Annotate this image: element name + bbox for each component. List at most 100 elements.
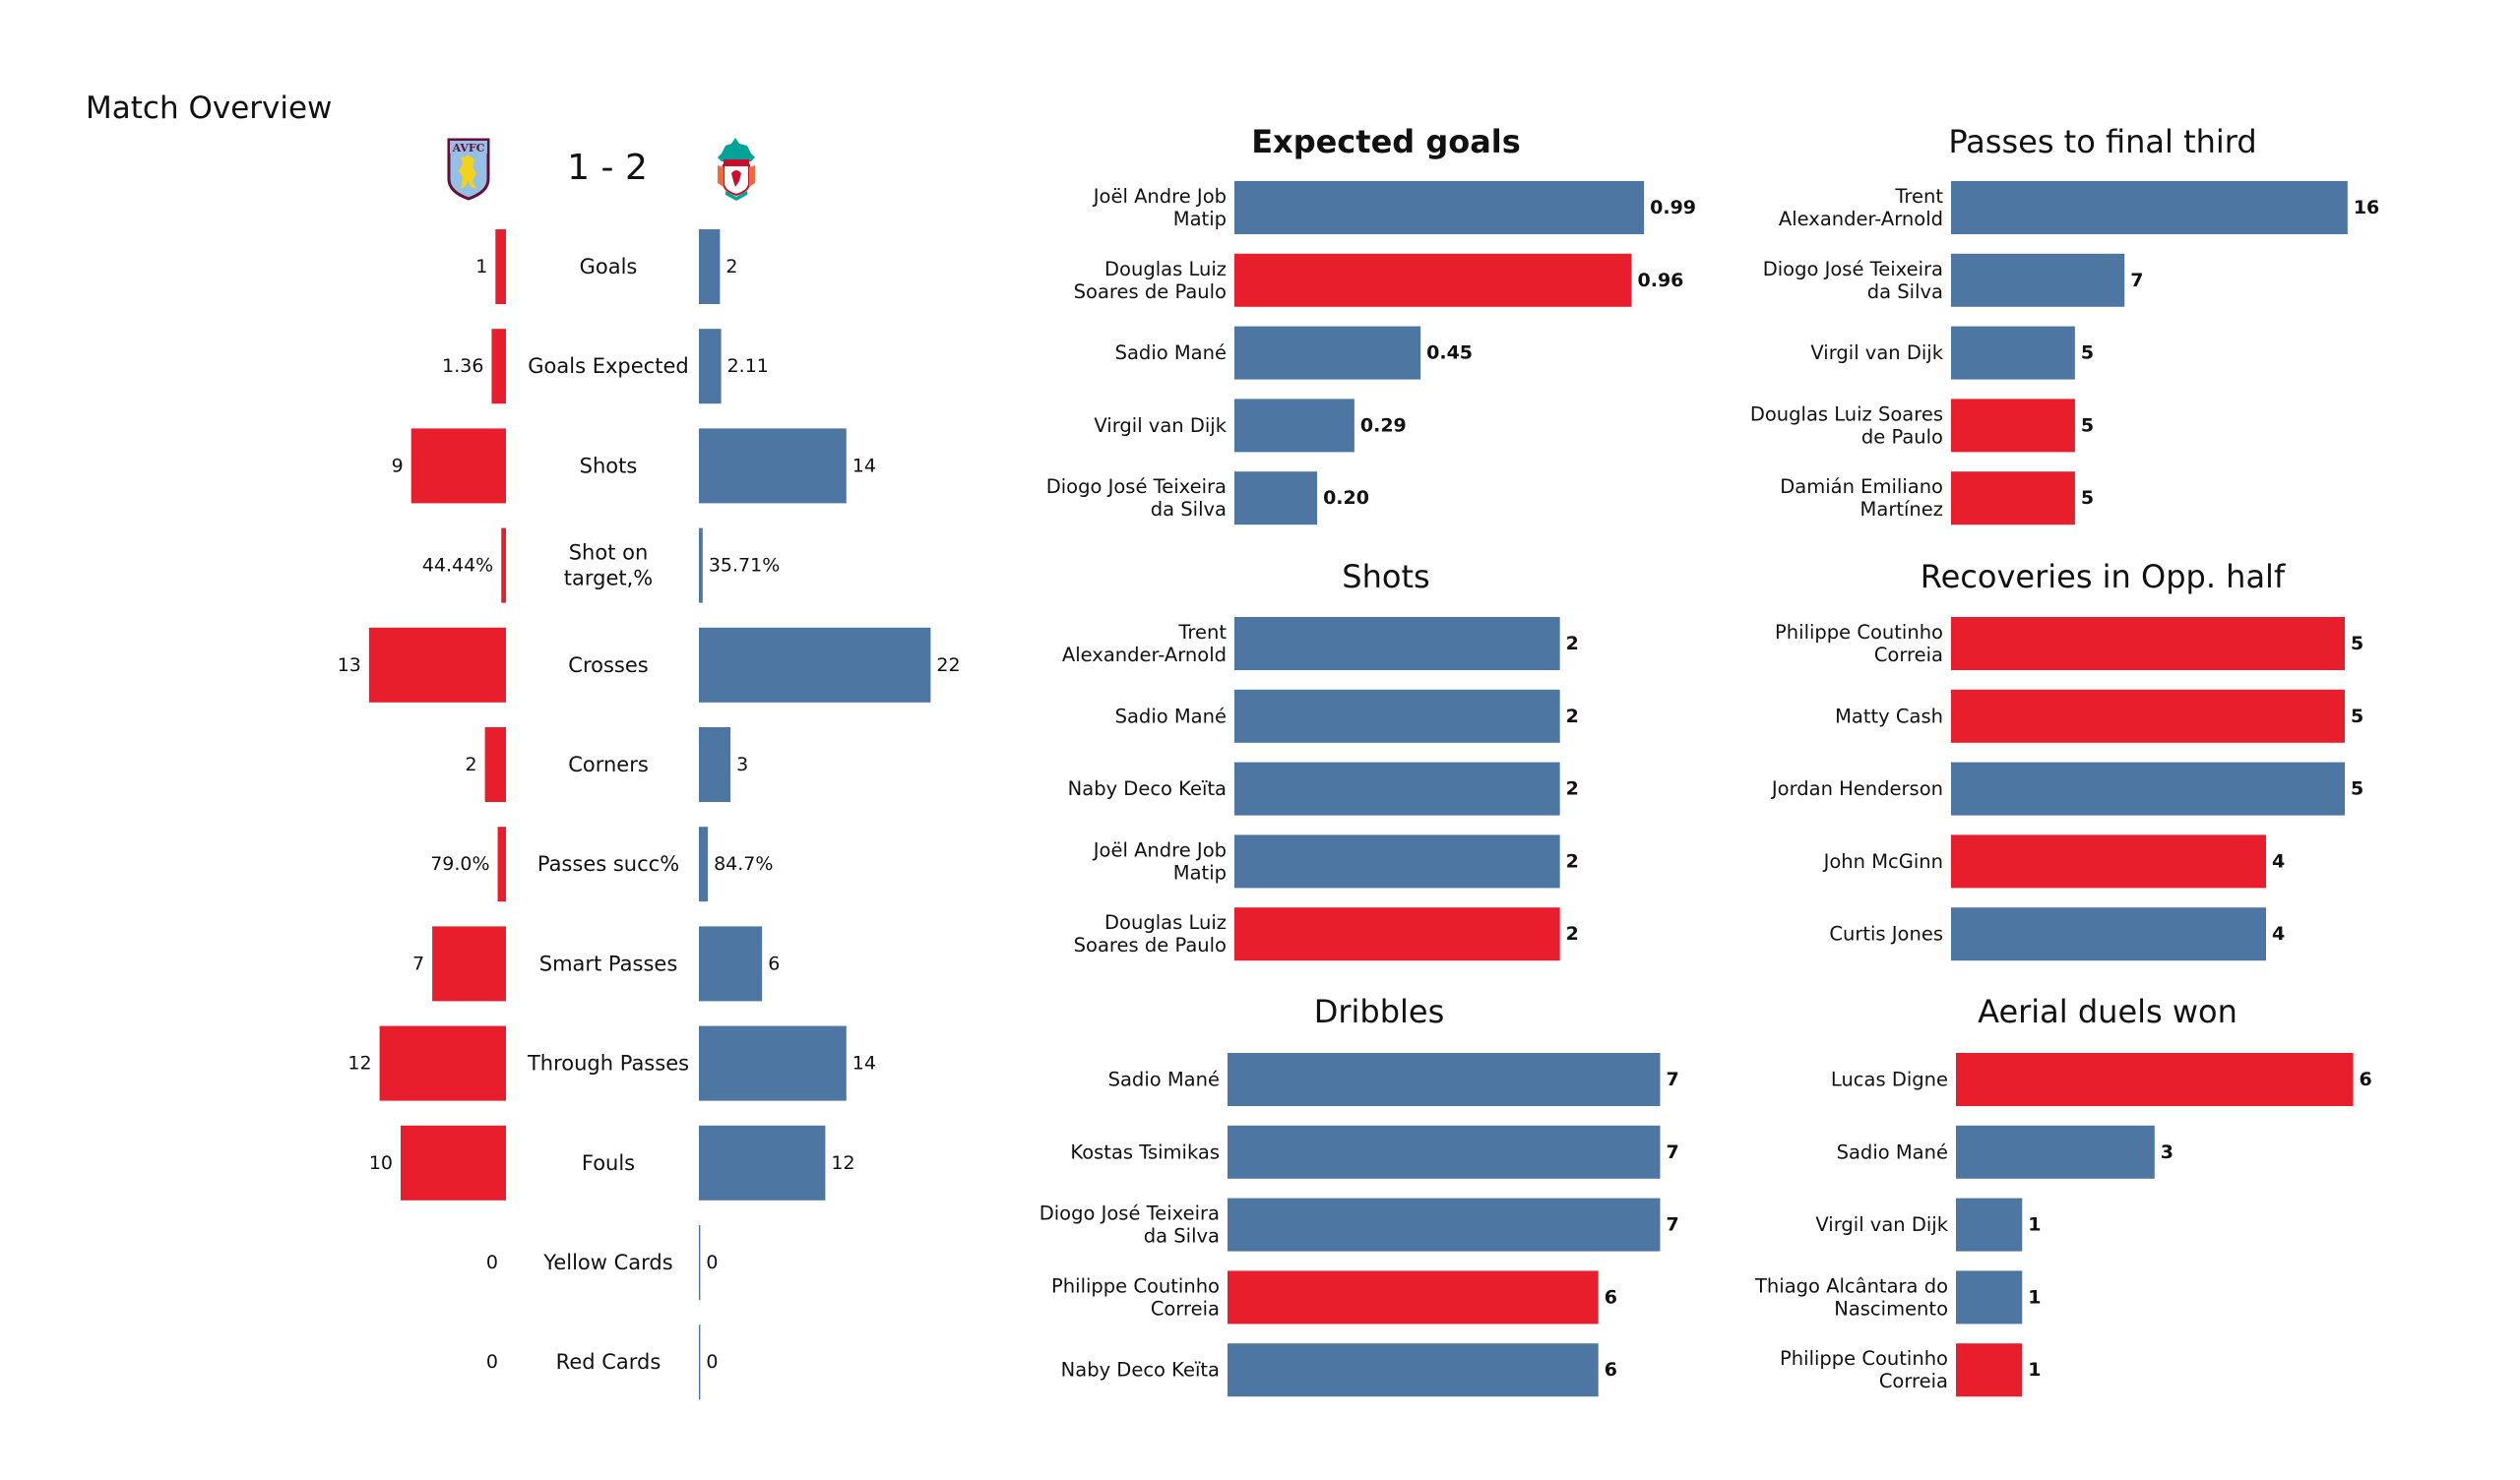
player-bar bbox=[1951, 253, 2125, 307]
bar-value-label: 7 bbox=[1666, 1141, 1678, 1163]
away-bar bbox=[699, 1325, 701, 1400]
home-value: 2 bbox=[466, 754, 477, 775]
away-value: 84.7% bbox=[714, 853, 773, 875]
player-bar bbox=[1228, 1198, 1661, 1252]
chart-title: Aerial duels won bbox=[1978, 993, 2237, 1030]
player-bar bbox=[1956, 1053, 2354, 1106]
bar-value-label: 5 bbox=[2081, 487, 2094, 509]
player-bar bbox=[1234, 617, 1560, 670]
overview-row: 0 0 Red Cards bbox=[486, 1325, 718, 1400]
away-bar bbox=[699, 329, 722, 404]
bar-value-label: 0.96 bbox=[1638, 270, 1684, 291]
player-bar bbox=[1234, 907, 1560, 961]
stat-label: Smart Passes bbox=[539, 952, 678, 975]
bar-value-label: 2 bbox=[1566, 850, 1579, 872]
bar-value-label: 2 bbox=[1566, 923, 1579, 945]
home-value: 9 bbox=[392, 455, 404, 476]
bar-value-label: 3 bbox=[2161, 1141, 2174, 1163]
player-bar bbox=[1951, 326, 2075, 380]
home-bar bbox=[495, 229, 506, 304]
bar-value-label: 1 bbox=[2028, 1359, 2041, 1381]
home-value: 12 bbox=[347, 1053, 371, 1075]
stat-label: Goals bbox=[580, 255, 638, 278]
player-name-label: Trent Alexander-Arnold bbox=[1062, 621, 1227, 666]
home-value: 79.0% bbox=[430, 853, 489, 875]
bar-value-label: 0.45 bbox=[1426, 342, 1473, 364]
away-value: 14 bbox=[852, 455, 876, 476]
bar-value-label: 16 bbox=[2354, 197, 2379, 218]
home-bar bbox=[401, 1125, 506, 1201]
stat-label: Shot on target,% bbox=[564, 541, 653, 590]
match-score: 1 - 2 bbox=[567, 148, 648, 188]
overview-row: 9 14 Shots bbox=[392, 428, 876, 504]
dribbles-chart: Dribbles 7 Sadio Mané 7 Kostas Tsimikas 7 Diog… bbox=[1040, 993, 1679, 1397]
player-bar bbox=[1951, 762, 2345, 816]
home-bar bbox=[432, 926, 506, 1002]
player-bar bbox=[1951, 181, 2348, 234]
bar-value-label: 0.29 bbox=[1360, 414, 1407, 436]
bar-value-label: 2 bbox=[1566, 633, 1579, 654]
player-bar bbox=[1234, 689, 1560, 743]
player-name-label: Sadio Mané bbox=[1115, 341, 1227, 364]
player-name-label: Diogo José Teixeira da Silva bbox=[1763, 258, 1943, 303]
home-value: 10 bbox=[369, 1152, 393, 1174]
bar-value-label: 5 bbox=[2081, 342, 2094, 364]
away-bar bbox=[699, 527, 703, 603]
player-bar bbox=[1228, 1125, 1661, 1179]
player-name-label: Curtis Jones bbox=[1829, 923, 1943, 946]
liverpool-crest-icon bbox=[718, 138, 755, 201]
overview-row: 10 12 Fouls bbox=[369, 1125, 855, 1201]
player-stat-charts: Expected goals 0.99 Joël Andre Job Matip 0.9… bbox=[1040, 123, 2379, 1397]
bar-value-label: 4 bbox=[2272, 850, 2285, 872]
bar-value-label: 5 bbox=[2351, 778, 2363, 800]
player-bar bbox=[1951, 399, 2075, 453]
chart-title: Recoveries in Opp. half bbox=[1921, 558, 2286, 595]
player-name-label: Joël Andre Job Matip bbox=[1092, 185, 1227, 230]
player-name-label: Douglas Luiz Soares de Paulo bbox=[1074, 258, 1227, 303]
player-bar bbox=[1234, 762, 1560, 816]
home-value: 0 bbox=[486, 1252, 498, 1273]
player-name-label: Sadio Mané bbox=[1108, 1069, 1220, 1091]
home-bar bbox=[368, 627, 506, 703]
overview-row: 79.0% 84.7% Passes succ% bbox=[430, 827, 773, 902]
bar-value-label: 2 bbox=[1566, 706, 1579, 727]
away-value: 2 bbox=[725, 256, 737, 278]
player-name-label: Joël Andre Job Matip bbox=[1092, 838, 1227, 884]
bar-value-label: 6 bbox=[1605, 1359, 1617, 1381]
away-bar bbox=[699, 926, 763, 1002]
bar-value-label: 6 bbox=[1605, 1286, 1617, 1308]
overview-row: 7 6 Smart Passes bbox=[412, 926, 780, 1002]
player-name-label: Virgil van Dijk bbox=[1094, 414, 1227, 437]
away-bar bbox=[699, 229, 721, 304]
bar-value-label: 5 bbox=[2081, 414, 2094, 436]
player-name-label: Kostas Tsimikas bbox=[1070, 1141, 1220, 1163]
away-value: 12 bbox=[831, 1152, 854, 1174]
player-bar bbox=[1951, 617, 2345, 670]
player-name-label: Virgil van Dijk bbox=[1815, 1213, 1948, 1236]
away-bar bbox=[699, 1125, 826, 1201]
player-name-label: Philippe Coutinho Correia bbox=[1775, 621, 1943, 666]
player-name-label: John McGinn bbox=[1822, 850, 1943, 873]
overview-row: 1.36 2.11 Goals Expected bbox=[442, 329, 769, 404]
player-name-label: Jordan Henderson bbox=[1770, 777, 1943, 800]
player-bar bbox=[1956, 1270, 2023, 1325]
overview-row: 1 2 Goals bbox=[475, 229, 737, 304]
player-bar bbox=[1234, 471, 1318, 525]
player-name-label: Sadio Mané bbox=[1115, 705, 1227, 727]
bar-value-label: 2 bbox=[1566, 778, 1579, 800]
overview-row: 13 22 Crosses bbox=[338, 627, 961, 703]
away-value: 6 bbox=[768, 953, 780, 974]
home-bar bbox=[484, 727, 506, 802]
chart-title: Passes to final third bbox=[1948, 123, 2256, 160]
overview-row: 0 0 Yellow Cards bbox=[486, 1225, 718, 1300]
player-bar bbox=[1956, 1343, 2023, 1397]
player-name-label: Douglas Luiz Soares de Paulo bbox=[1074, 911, 1227, 956]
expected-goals-chart: Expected goals 0.99 Joël Andre Job Matip 0.9… bbox=[1046, 123, 1696, 525]
player-bar bbox=[1228, 1343, 1599, 1397]
away-bar bbox=[699, 627, 931, 703]
home-value: 13 bbox=[338, 654, 361, 676]
player-bar bbox=[1234, 834, 1560, 889]
away-value: 3 bbox=[736, 754, 748, 775]
home-bar bbox=[497, 827, 506, 902]
